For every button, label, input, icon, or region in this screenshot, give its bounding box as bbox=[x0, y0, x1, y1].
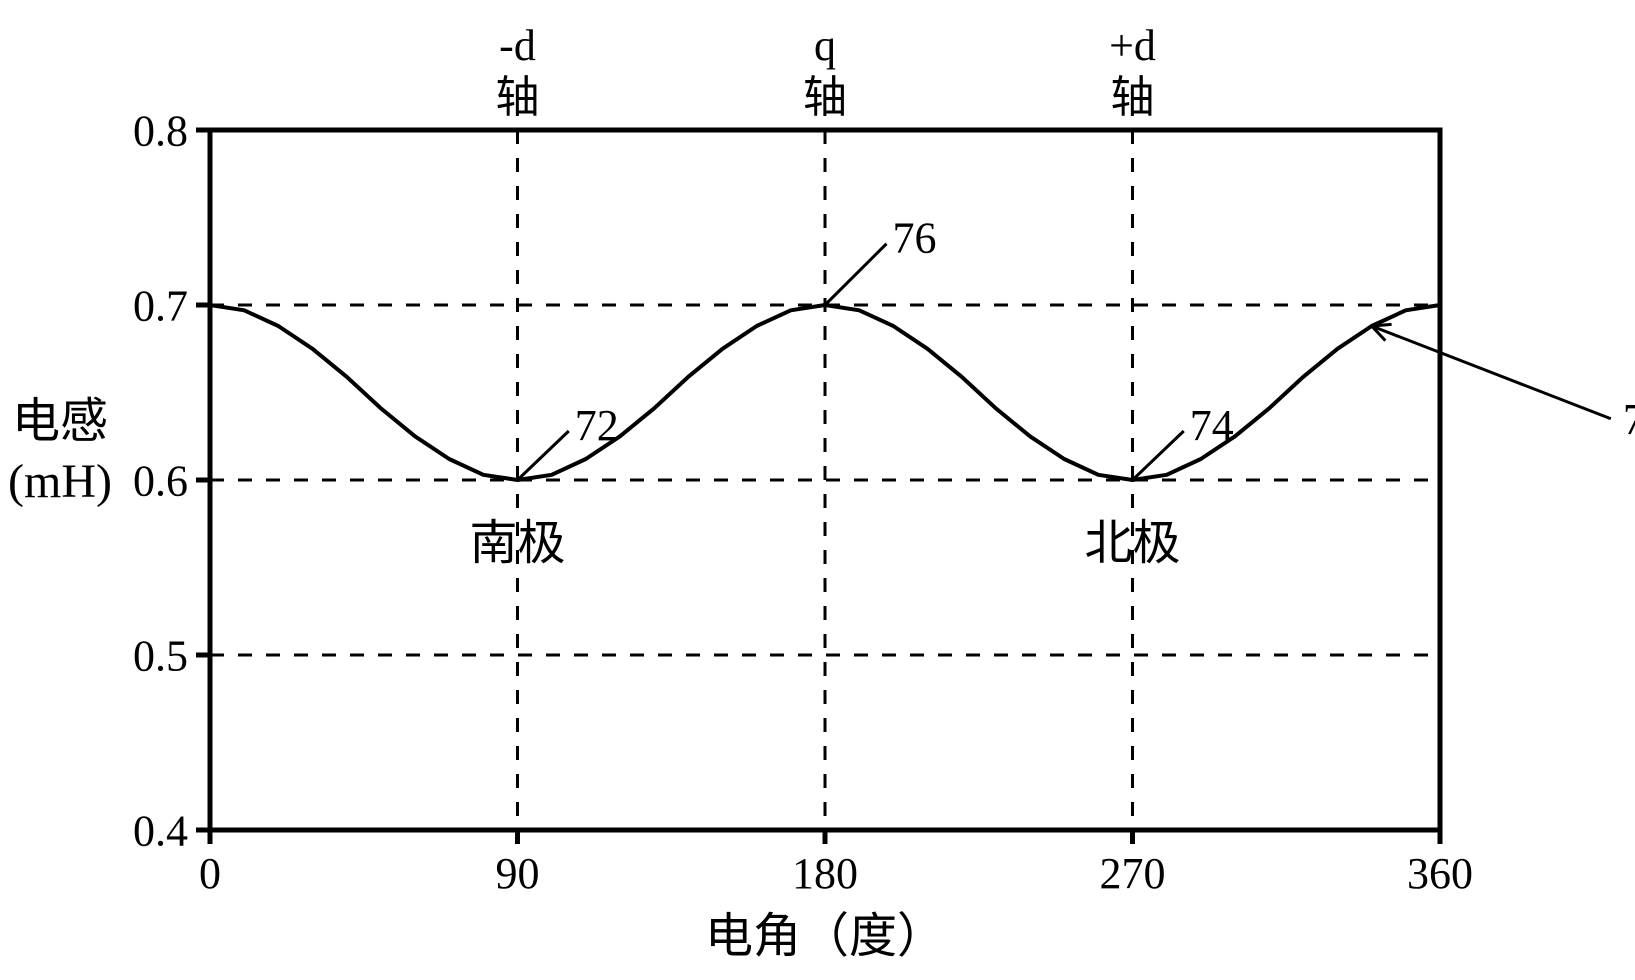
y-tick-label: 0.4 bbox=[133, 806, 188, 855]
x-tick-label: 180 bbox=[792, 849, 858, 898]
y-axis-label-line2: (mH) bbox=[8, 455, 112, 508]
y-tick-label: 0.6 bbox=[133, 456, 188, 505]
top-ref-line2: 轴 bbox=[803, 73, 847, 122]
x-tick-label: 0 bbox=[199, 849, 221, 898]
top-ref-line1: q bbox=[814, 21, 836, 70]
curve-pointer-line bbox=[1372, 326, 1611, 419]
top-ref-line2: 轴 bbox=[1111, 73, 1155, 122]
top-ref-line1: -d bbox=[499, 21, 536, 70]
trough-label: 南极 bbox=[469, 517, 565, 570]
x-axis-label: 电角（度） bbox=[705, 910, 945, 963]
x-tick-label: 360 bbox=[1407, 849, 1473, 898]
trough-label: 北极 bbox=[1084, 517, 1180, 570]
x-tick-label: 90 bbox=[496, 849, 540, 898]
x-tick-label: 270 bbox=[1100, 849, 1166, 898]
top-ref-line1: +d bbox=[1109, 21, 1156, 70]
y-tick-label: 0.7 bbox=[133, 281, 188, 330]
callout-label: 72 bbox=[575, 401, 619, 450]
curve-pointer-label: 70 bbox=[1623, 395, 1635, 444]
y-tick-label: 0.8 bbox=[133, 106, 188, 155]
y-axis-label-line1: 电感 bbox=[12, 395, 108, 448]
top-ref-line2: 轴 bbox=[496, 73, 540, 122]
callout-label: 74 bbox=[1190, 401, 1234, 450]
chart-svg: 0.4 0.5 0.6 0.7 0.8 0 90 180 270 360 电角（度） 电感 (mH) -d… bbox=[0, 0, 1635, 980]
y-tick-label: 0.5 bbox=[133, 631, 188, 680]
callout-leader bbox=[825, 244, 887, 305]
chart-stage: 0.4 0.5 0.6 0.7 0.8 0 90 180 270 360 电角（度） 电感 (mH) -d… bbox=[0, 0, 1635, 980]
callout-label: 76 bbox=[893, 214, 937, 263]
